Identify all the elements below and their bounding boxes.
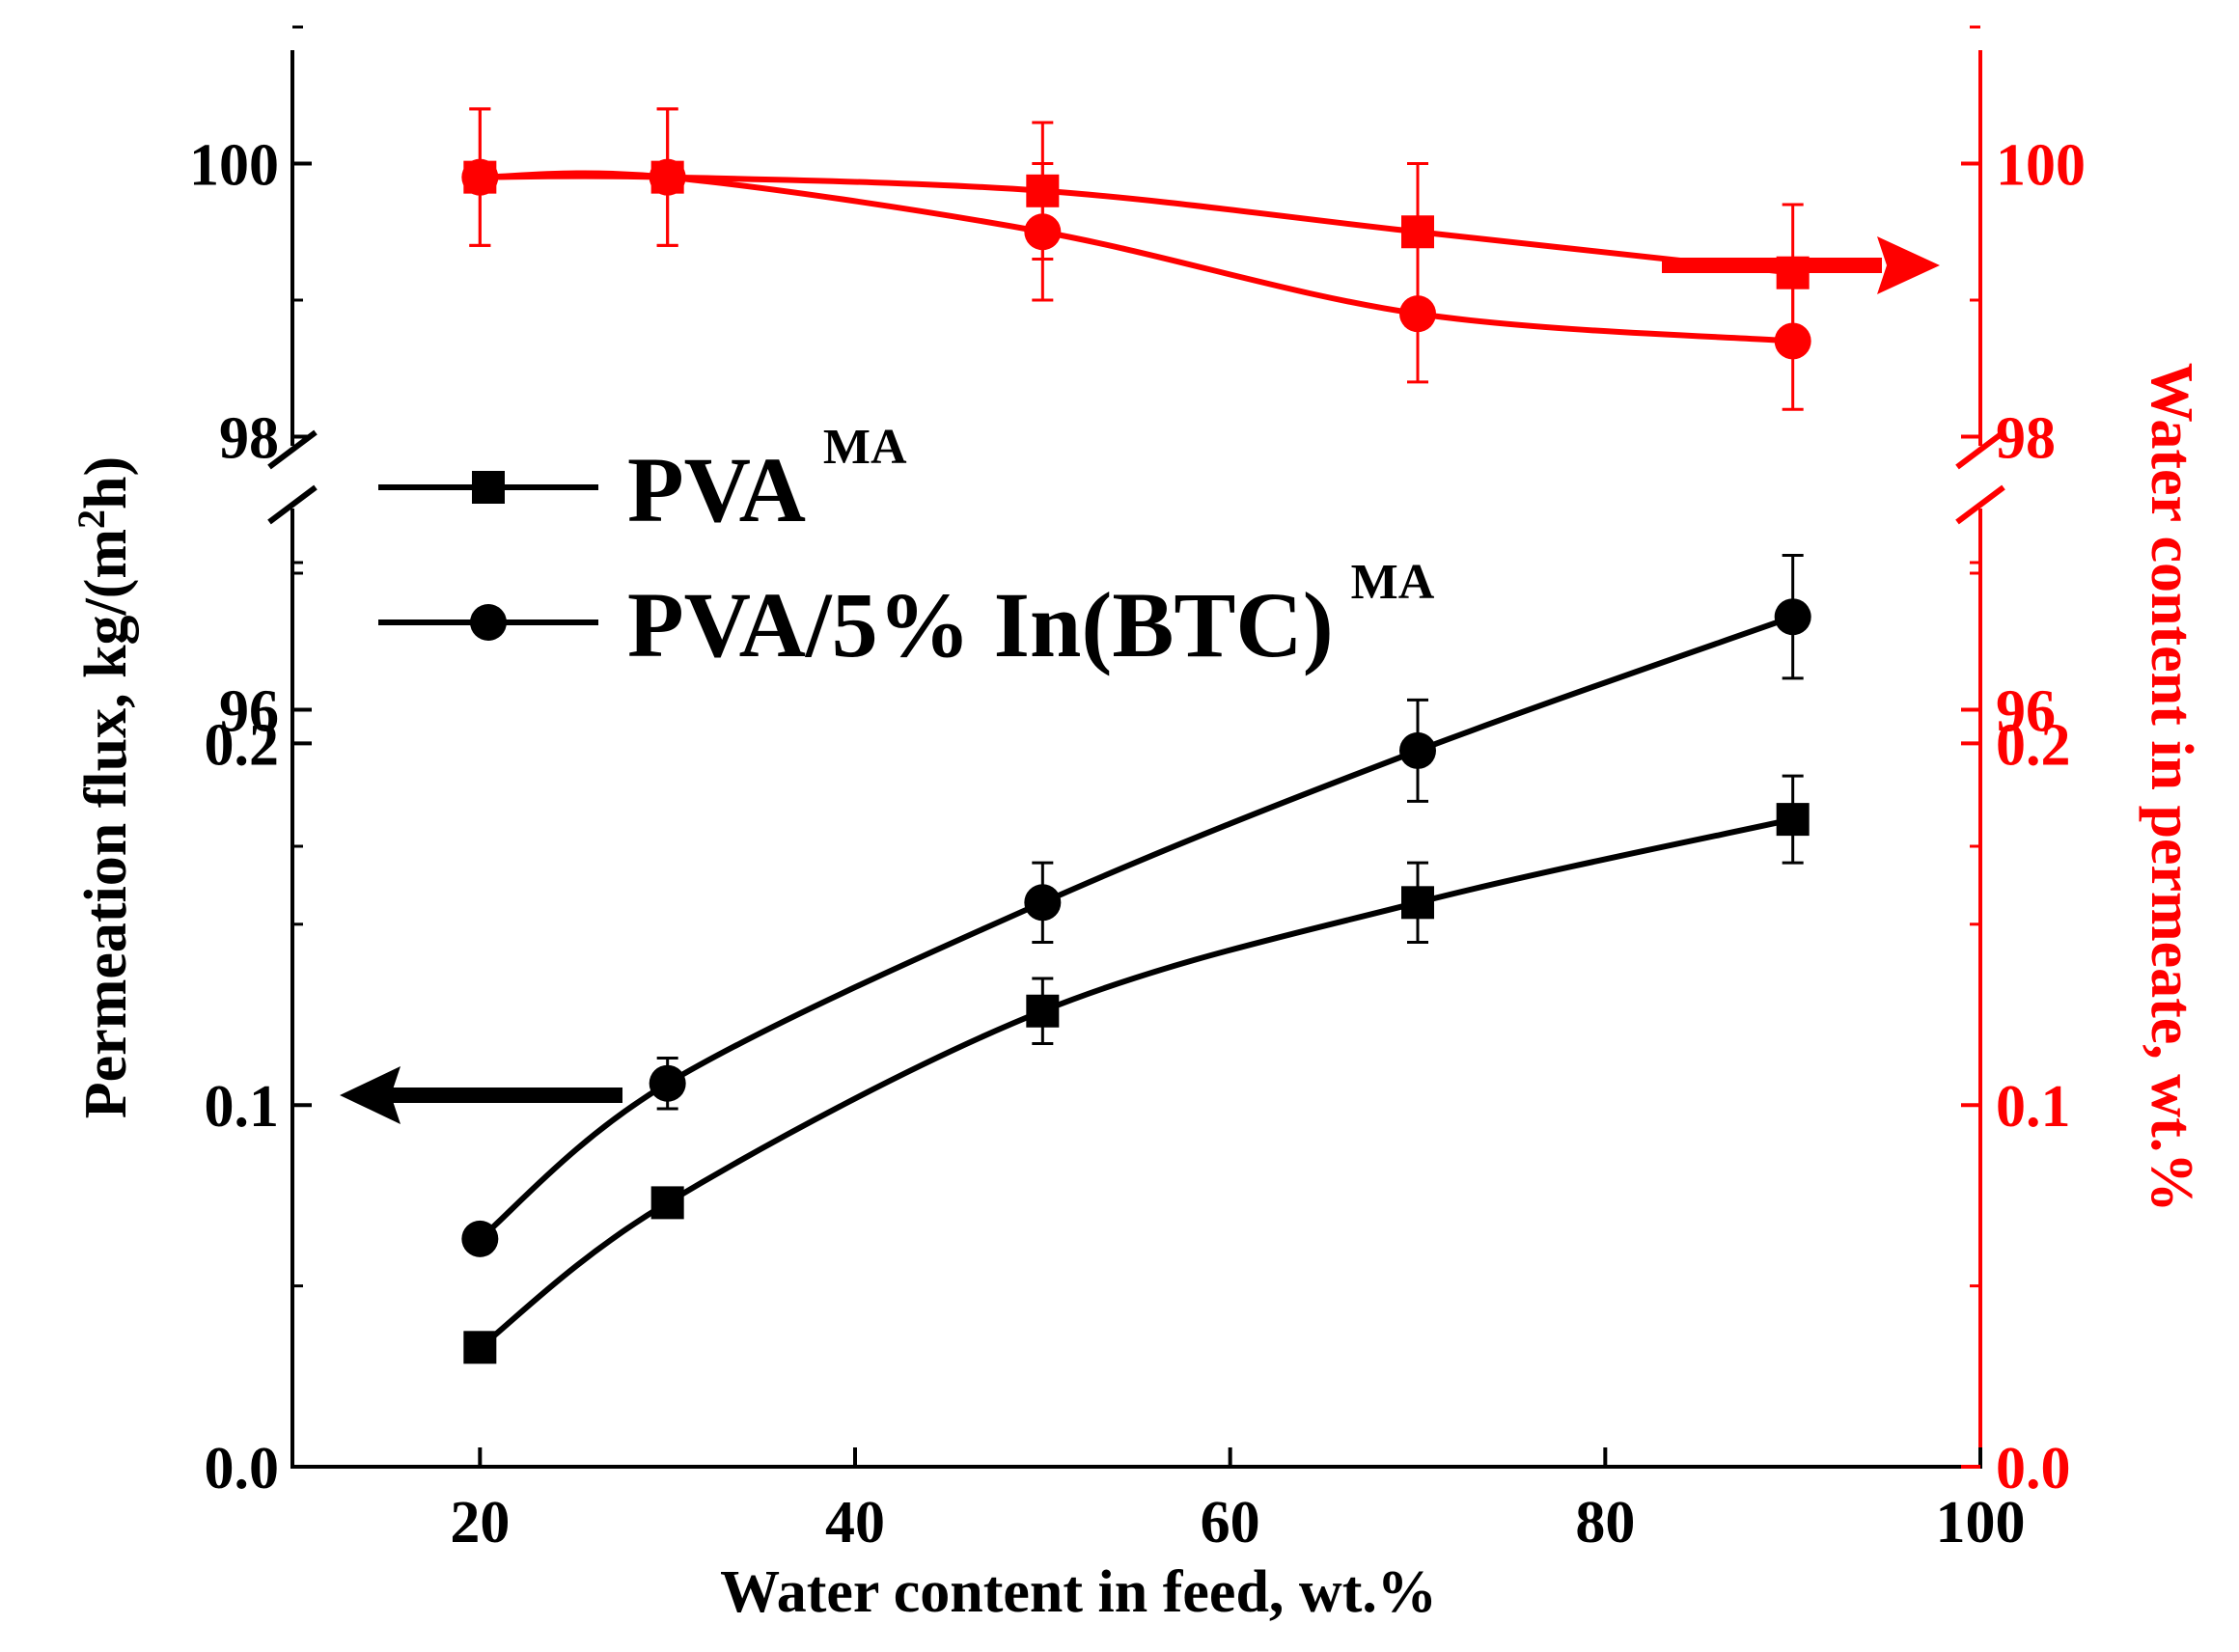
axis-break-mark bbox=[1955, 429, 2005, 470]
legend: PVA MA PVA/5% In(BTC) MA bbox=[378, 420, 1435, 676]
x-tick-label: 60 bbox=[1201, 1490, 1260, 1556]
data-point-water-circle bbox=[461, 158, 499, 196]
x-tick-label: 100 bbox=[1936, 1490, 2026, 1556]
chart-marks bbox=[340, 107, 1940, 1364]
data-point-flux-circle bbox=[1024, 884, 1062, 922]
series-line-water-circle bbox=[480, 170, 1793, 344]
legend-label: PVA/5% In(BTC) bbox=[627, 573, 1334, 676]
data-point-water-circle bbox=[1399, 295, 1436, 333]
legend-label-superscript: MA bbox=[823, 420, 907, 475]
series-line-flux-square bbox=[478, 816, 1794, 1350]
y-tick-label-right-upper: 98 bbox=[1996, 406, 2056, 472]
data-point-flux-circle bbox=[649, 1064, 686, 1102]
legend-label: PVA bbox=[627, 438, 806, 541]
y-tick-label-right-lower: 0.2 bbox=[1996, 712, 2071, 778]
x-tick-label: 40 bbox=[825, 1490, 885, 1556]
arrow-right-head bbox=[1877, 236, 1940, 294]
axis-break-mark bbox=[267, 484, 318, 525]
data-point-water-square bbox=[1401, 215, 1434, 249]
y-tick-label-right-lower: 0.1 bbox=[1996, 1074, 2071, 1140]
x-tick-label: 20 bbox=[450, 1490, 510, 1556]
y-tick-label-right-upper: 100 bbox=[1996, 133, 2086, 199]
data-point-flux-square bbox=[1401, 886, 1434, 920]
legend-marker-square bbox=[472, 471, 505, 504]
y-tick-label-left-upper: 100 bbox=[189, 133, 279, 199]
data-point-flux-square bbox=[650, 1186, 684, 1220]
y-tick-label-right-upper: 96 bbox=[1996, 679, 2056, 745]
axes: 20 40 60 80 10096981000.00.10.296981000.00.1… bbox=[189, 25, 2086, 1556]
axis-break-mark bbox=[1955, 484, 2005, 525]
axis-labels: Water content in feed, wt.% Permeation fl… bbox=[69, 363, 2204, 1625]
series-line-flux-circle bbox=[478, 614, 1794, 1242]
legend-marker-circle bbox=[470, 604, 507, 641]
data-point-water-circle bbox=[1774, 322, 1811, 360]
arrow-left-head bbox=[340, 1066, 401, 1124]
y-tick-label-left-lower: 0.0 bbox=[205, 1436, 280, 1501]
y-axis-left-title: Permeation flux, kg/(m2h) bbox=[69, 456, 139, 1118]
y-tick-label-left-upper: 98 bbox=[219, 406, 279, 472]
data-point-water-circle bbox=[1024, 213, 1062, 251]
x-axis-title: Water content in feed, wt.% bbox=[720, 1559, 1437, 1625]
data-point-flux-circle bbox=[1774, 598, 1811, 636]
legend-label-superscript: MA bbox=[1351, 555, 1435, 610]
y-axis-right-title: Water content in permeate, wt.% bbox=[2139, 363, 2204, 1212]
y-tick-label-left-upper: 96 bbox=[219, 679, 279, 745]
x-tick-label: 80 bbox=[1575, 1490, 1635, 1556]
data-point-flux-circle bbox=[1399, 731, 1436, 769]
y-tick-label-right-lower: 0.0 bbox=[1996, 1436, 2071, 1501]
data-point-flux-square bbox=[1776, 803, 1810, 837]
data-point-flux-circle bbox=[461, 1220, 499, 1257]
data-point-flux-square bbox=[463, 1331, 497, 1364]
data-point-water-circle bbox=[649, 158, 686, 196]
data-point-flux-square bbox=[1026, 994, 1060, 1028]
y-tick-label-left-lower: 0.1 bbox=[205, 1074, 280, 1140]
y-tick-label-left-lower: 0.2 bbox=[205, 712, 280, 778]
